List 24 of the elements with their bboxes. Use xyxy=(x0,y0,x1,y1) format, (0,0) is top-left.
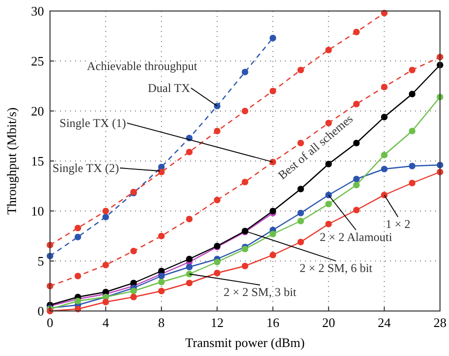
x-tick-label: 20 xyxy=(322,315,336,330)
annotation: 2 × 2 Alamouti xyxy=(320,230,393,244)
annotation: Single TX (2) xyxy=(52,161,119,175)
x-tick-label: 28 xyxy=(434,315,446,330)
annotation: 2 × 2 SM, 3 bit xyxy=(224,285,298,299)
x-tick-label: 12 xyxy=(210,315,224,330)
y-tick-label: 25 xyxy=(31,54,44,68)
y-tick-label: 5 xyxy=(38,254,44,268)
x-axis-title: Transmit power (dBm) xyxy=(185,335,305,350)
annotation: Single TX (1) xyxy=(60,116,126,130)
y-tick-label: 0 xyxy=(38,304,44,318)
x-tick-label: 24 xyxy=(378,315,392,330)
y-tick-label: 15 xyxy=(31,154,44,168)
y-tick-label: 30 xyxy=(31,4,44,18)
y-tick-label: 20 xyxy=(31,104,44,118)
y-tick-label: 10 xyxy=(31,204,44,218)
y-axis-title: Throughput (Mbit/s) xyxy=(4,107,19,215)
annotation: 2 × 2 SM, 6 bit xyxy=(300,261,374,275)
x-tick-label: 16 xyxy=(266,315,280,330)
annotation: Achievable throughput xyxy=(86,59,198,73)
x-tick-label: 4 xyxy=(102,315,110,330)
annotation: 1 × 2 xyxy=(386,217,410,231)
x-tick-label: 8 xyxy=(158,315,165,330)
annotation: Dual TX xyxy=(148,81,190,95)
